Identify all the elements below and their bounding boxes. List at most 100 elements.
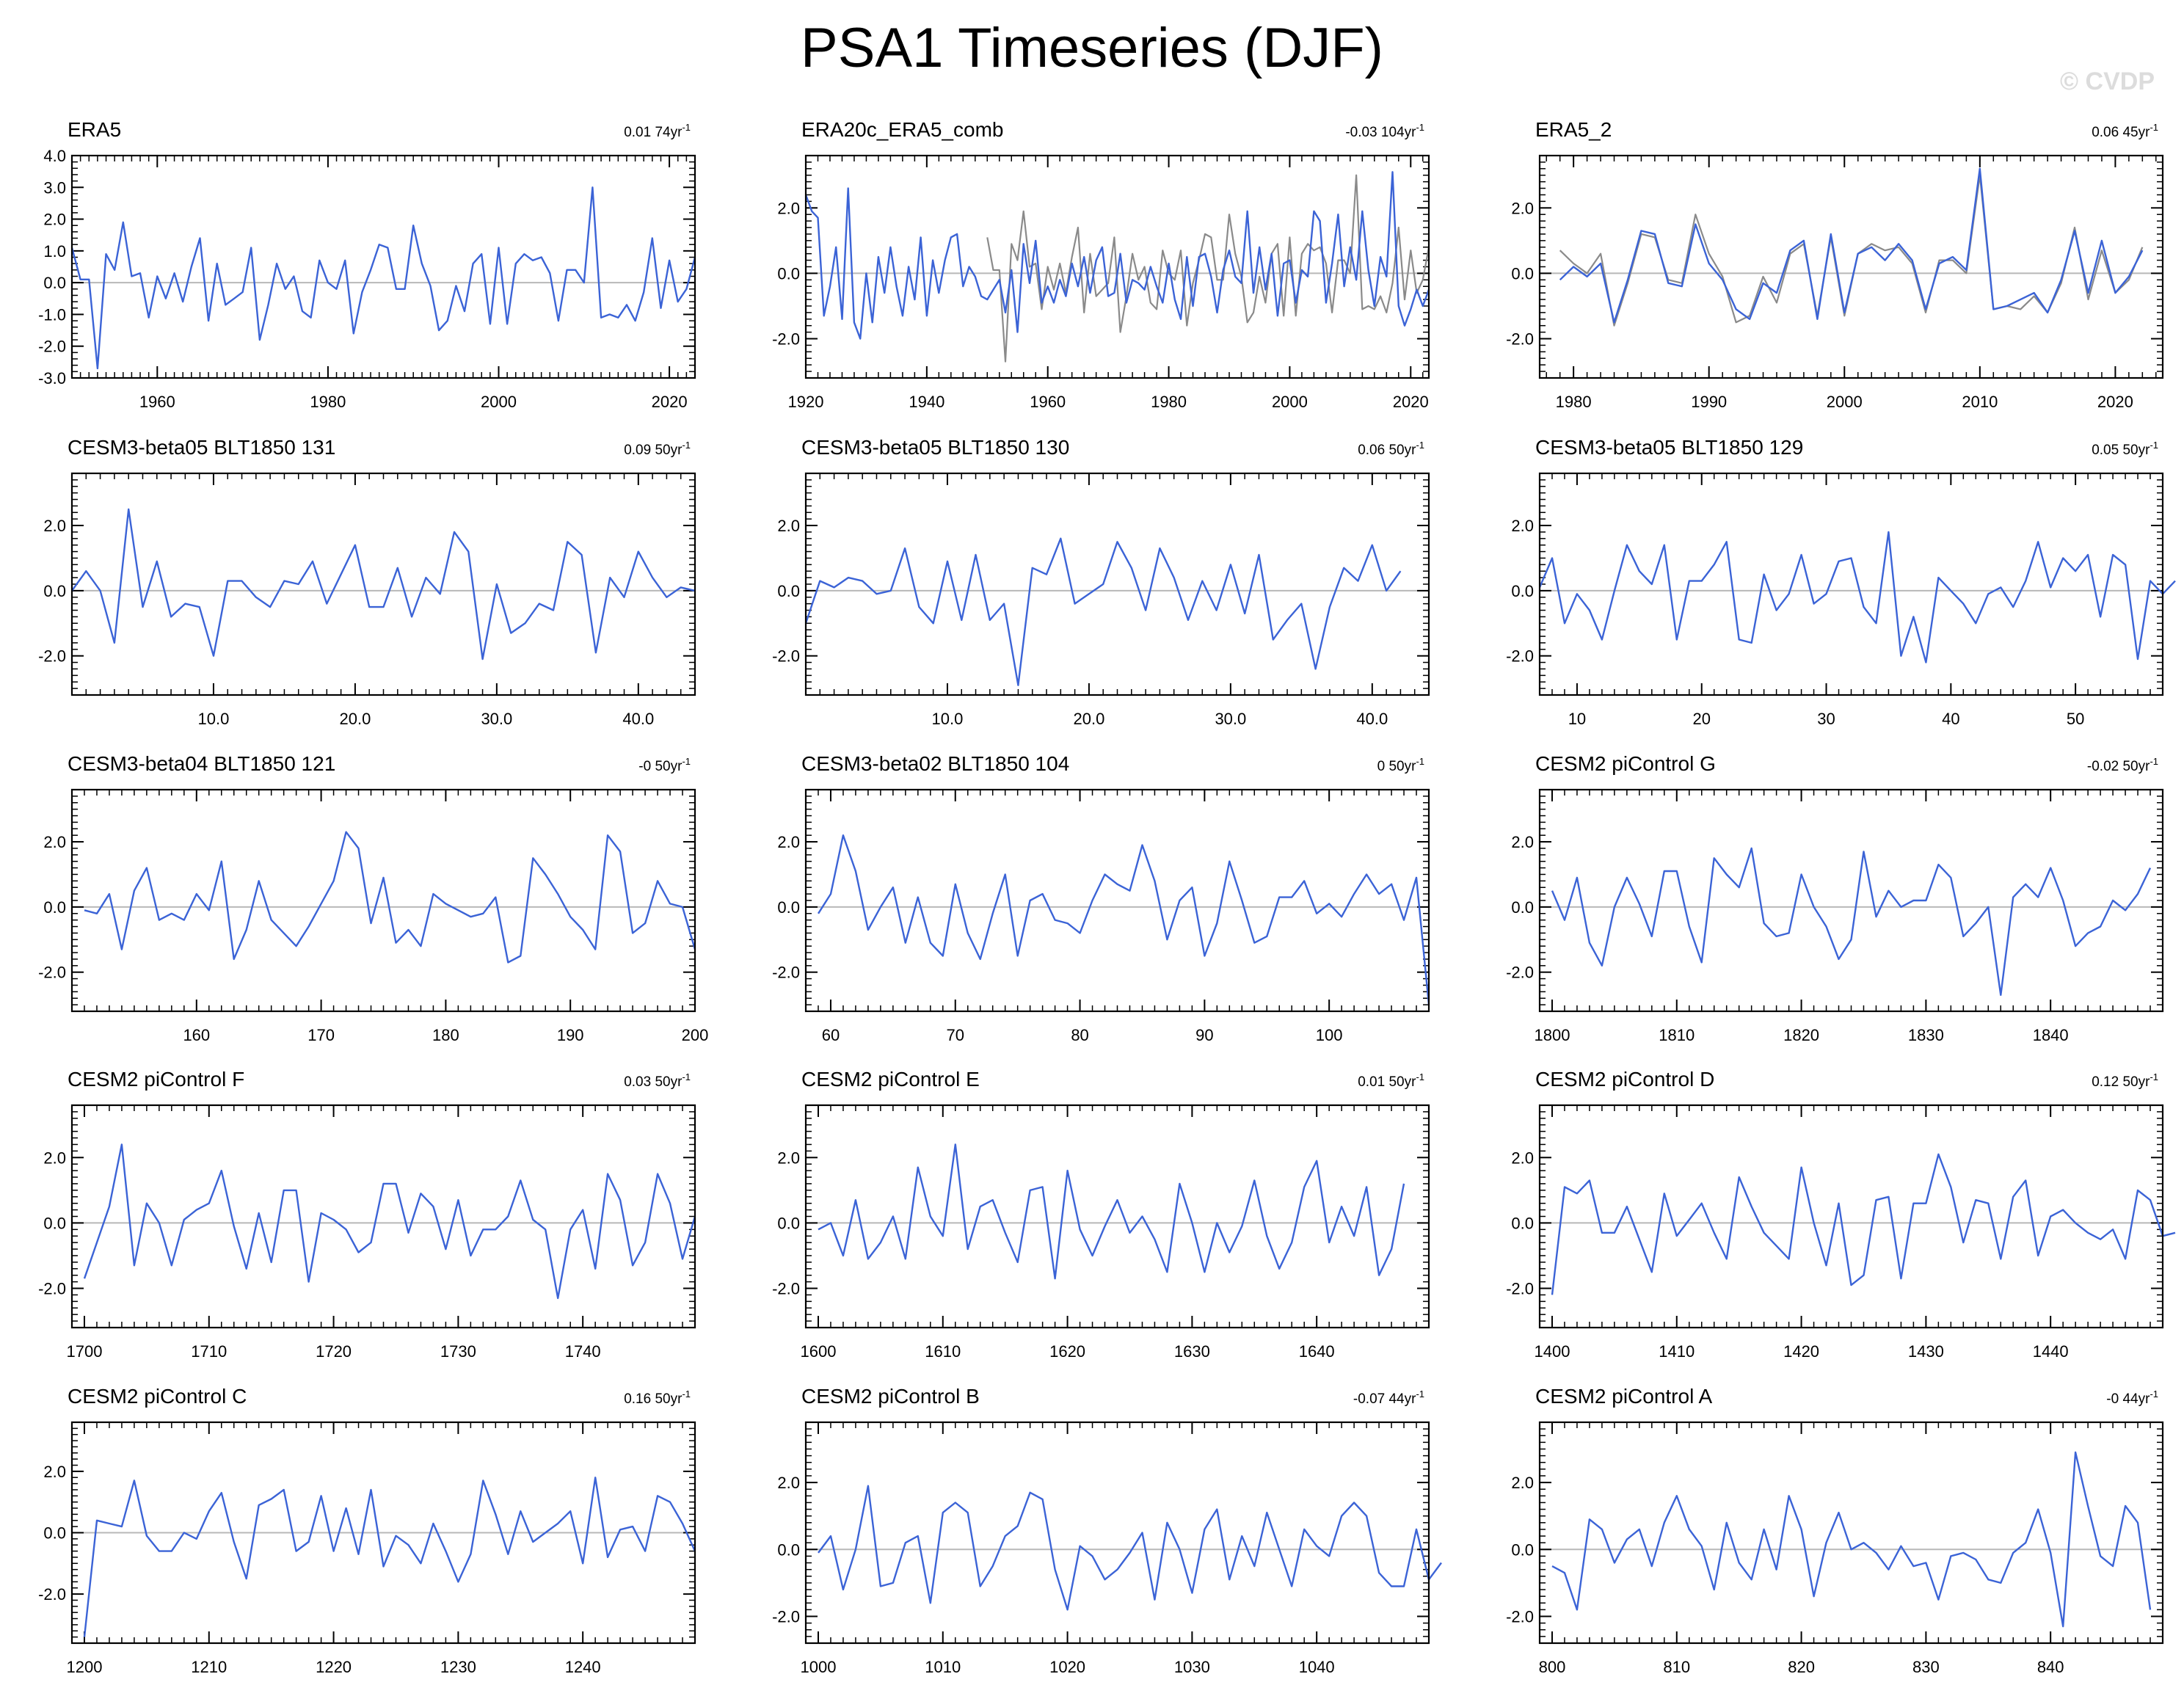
- chart-title: CESM2 piControl E: [801, 1068, 980, 1091]
- y-tick-label: -2.0: [38, 1585, 66, 1604]
- plot-frame: [804, 154, 1430, 379]
- series-line-1: [70, 186, 696, 370]
- x-tick-label: 40: [1942, 710, 1959, 728]
- chart-title: CESM2 piControl C: [68, 1385, 247, 1408]
- x-tick-label: 1620: [1049, 1342, 1085, 1361]
- x-tick-label: 80: [1071, 1026, 1088, 1044]
- x-tick-label: 20.0: [339, 710, 371, 728]
- x-tick-label: 1040: [1299, 1658, 1335, 1676]
- x-tick-label: 40.0: [1356, 710, 1388, 728]
- x-tick-label: 1400: [1535, 1342, 1570, 1361]
- chart-panel-5: CESM3-beta05 BLT1850 130 0.06 50yr-1 2.0 0.…: [772, 436, 1430, 728]
- y-tick-label: 2.0: [777, 517, 800, 535]
- y-tick-label: 0.0: [43, 1214, 66, 1232]
- trend-unit: -1: [2150, 1071, 2158, 1082]
- x-tick-label: 10.0: [198, 710, 230, 728]
- y-tick-label: 2.0: [43, 517, 66, 535]
- x-tick-label: 1020: [1049, 1658, 1085, 1676]
- chart-panel-8: CESM3-beta02 BLT1850 104 0 50yr-1 2.0 0.0 -2…: [772, 752, 1430, 1044]
- trend-unit: -1: [1416, 122, 1424, 133]
- x-tick-label: 200: [682, 1026, 709, 1044]
- chart-panel-12: CESM2 piControl D 0.12 50yr-1 2.0 0.0 -2.0 14…: [1506, 1068, 2176, 1361]
- x-tick-label: 20: [1692, 710, 1710, 728]
- trend-unit: -1: [1416, 1071, 1424, 1082]
- x-tick-label: 1210: [191, 1658, 227, 1676]
- y-tick-label: -2.0: [38, 964, 66, 982]
- x-tick-label: 1630: [1174, 1342, 1210, 1361]
- trend-label: -0.07 44yr-1: [1353, 1388, 1424, 1407]
- x-tick-label: 170: [307, 1026, 335, 1044]
- x-tick-label: 1420: [1783, 1342, 1819, 1361]
- chart-title: ERA5: [68, 118, 121, 141]
- trend-label: 0.06 50yr-1: [1358, 440, 1424, 458]
- x-tick-label: 1940: [909, 393, 944, 411]
- trend-unit: -1: [2150, 440, 2158, 451]
- trend-unit: -1: [2150, 756, 2158, 767]
- chart-panel-11: CESM2 piControl E 0.01 50yr-1 2.0 0.0 -2.0 16…: [772, 1068, 1430, 1361]
- x-tick-label: 1200: [67, 1658, 103, 1676]
- series-line-1: [1559, 174, 2144, 327]
- trend-label: -0 50yr-1: [638, 756, 691, 774]
- plot-frame: [804, 472, 1430, 696]
- x-tick-label: 90: [1195, 1026, 1213, 1044]
- y-tick-label: 2.0: [43, 211, 66, 229]
- series-line-1: [1551, 1451, 2152, 1628]
- x-tick-label: 1830: [1908, 1026, 1944, 1044]
- trend-unit: -1: [682, 1388, 691, 1400]
- x-tick-label: 100: [1316, 1026, 1343, 1044]
- series-line-1: [986, 174, 1430, 363]
- series-line-1: [71, 508, 696, 660]
- chart-title: CESM2 piControl A: [1535, 1385, 1713, 1408]
- plot-frame: [70, 1104, 696, 1329]
- chart-panel-2: ERA20c_ERA5_comb -0.03 104yr-1 2.0 0.0 -2.0 1…: [772, 118, 1430, 411]
- x-tick-label: 1740: [565, 1342, 601, 1361]
- y-tick-label: 2.0: [1511, 1149, 1534, 1167]
- trend-unit: -1: [1416, 1388, 1424, 1400]
- x-tick-label: 1220: [316, 1658, 352, 1676]
- chart-title: CESM2 piControl G: [1535, 752, 1716, 775]
- y-tick-label: 2.0: [777, 1149, 800, 1167]
- chart-title: CESM3-beta05 BLT1850 131: [68, 436, 335, 459]
- plot-frame: [804, 1104, 1430, 1329]
- series-line-2: [804, 171, 1430, 340]
- y-tick-label: 0.0: [1511, 1214, 1534, 1232]
- y-tick-label: 2.0: [1511, 1474, 1534, 1492]
- x-tick-label: 1990: [1691, 393, 1727, 411]
- x-tick-label: 10.0: [932, 710, 964, 728]
- y-tick-label: -2.0: [772, 1608, 800, 1626]
- plot-frame: [1538, 788, 2164, 1013]
- chart-panel-3: ERA5_2 0.06 45yr-1 2.0 0.0 -2.0 1980 1990 2000 2…: [1506, 118, 2164, 411]
- x-tick-label: 2000: [1272, 393, 1308, 411]
- y-tick-label: 2.0: [43, 833, 66, 851]
- y-tick-label: 2.0: [1511, 833, 1534, 851]
- x-tick-label: 2020: [652, 393, 688, 411]
- y-tick-label: 2.0: [1511, 517, 1534, 535]
- x-tick-label: 1820: [1783, 1026, 1819, 1044]
- y-tick-label: 0.0: [1511, 264, 1534, 283]
- trend-label: -0.02 50yr-1: [2087, 756, 2158, 774]
- chart-title: CESM2 piControl F: [68, 1068, 244, 1091]
- chart-title: ERA20c_ERA5_comb: [801, 118, 1003, 141]
- x-tick-label: 40.0: [622, 710, 654, 728]
- y-tick-label: 0.0: [777, 582, 800, 600]
- x-tick-label: 1000: [801, 1658, 837, 1676]
- x-tick-label: 20.0: [1073, 710, 1104, 728]
- y-tick-label: 0.0: [1511, 898, 1534, 917]
- x-tick-label: 2020: [1393, 393, 1429, 411]
- chart-panel-15: CESM2 piControl A -0 44yr-1 2.0 0.0 -2.0 800 8…: [1506, 1385, 2164, 1676]
- x-tick-label: 1440: [2033, 1342, 2069, 1361]
- watermark: © CVDP: [2060, 68, 2155, 95]
- x-tick-label: 1640: [1299, 1342, 1335, 1361]
- y-tick-label: -2.0: [772, 964, 800, 982]
- trend-label: 0.06 45yr-1: [2092, 122, 2158, 140]
- y-tick-label: 0.0: [43, 582, 66, 600]
- x-tick-label: 50: [2067, 710, 2084, 728]
- chart-title: CESM3-beta04 BLT1850 121: [68, 752, 335, 775]
- x-tick-label: 2000: [481, 393, 517, 411]
- x-tick-label: 1720: [316, 1342, 352, 1361]
- x-tick-label: 190: [557, 1026, 584, 1044]
- chart-panel-6: CESM3-beta05 BLT1850 129 0.05 50yr-1 2.0 0.…: [1506, 436, 2176, 728]
- chart-panel-10: CESM2 piControl F 0.03 50yr-1 2.0 0.0 -2.0 17…: [38, 1068, 696, 1361]
- trend-label: 0.01 74yr-1: [624, 122, 691, 140]
